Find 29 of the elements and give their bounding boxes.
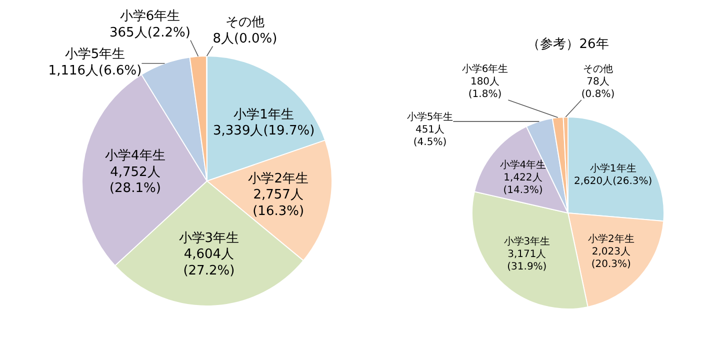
slice-label: その他	[583, 63, 613, 75]
data-label: 2,620人(26.3%)	[574, 176, 652, 187]
data-label: 3,171人 (31.9%)	[507, 248, 547, 272]
data-label: 1,422人 (14.3%)	[503, 172, 543, 196]
data-label: 180人 (1.8%)	[468, 76, 502, 100]
slice-label: 小学4年生	[500, 159, 546, 172]
chart-title: （参考）26年	[527, 37, 609, 52]
data-label: 78人 (0.8%)	[581, 76, 615, 100]
slice-label: その他	[226, 15, 264, 30]
slice-label: 小学6年生	[462, 63, 508, 75]
data-label: 365人(2.2%)	[110, 25, 190, 40]
slice-label: 小学5年生	[64, 47, 126, 62]
slice-label: 小学2年生	[248, 171, 308, 186]
data-label: 2,023人 (20.3%)	[591, 246, 632, 270]
data-label: 1,116人(6.6%)	[48, 63, 142, 78]
slice-label: 小学4年生	[105, 148, 166, 164]
data-label: 2,757人 (16.3%)	[252, 188, 304, 219]
data-label: 451人 (4.5%)	[413, 124, 447, 148]
slice-label: 小学3年生	[504, 235, 550, 248]
slice-label: 小学1年生	[234, 107, 294, 122]
data-label: 3,339人(19.7%)	[213, 124, 315, 139]
slice-label: 小学2年生	[588, 233, 634, 246]
data-label: 8人(0.0%)	[212, 31, 278, 46]
slice-label: 小学5年生	[406, 111, 454, 123]
slice-label: 小学1年生	[590, 162, 636, 174]
data-label: 4,752人 (28.1%)	[109, 164, 161, 196]
data-label: 4,604人 (27.2%)	[183, 247, 235, 278]
slice-label: 小学3年生	[178, 230, 240, 246]
slice-label: 小学6年生	[120, 9, 180, 24]
